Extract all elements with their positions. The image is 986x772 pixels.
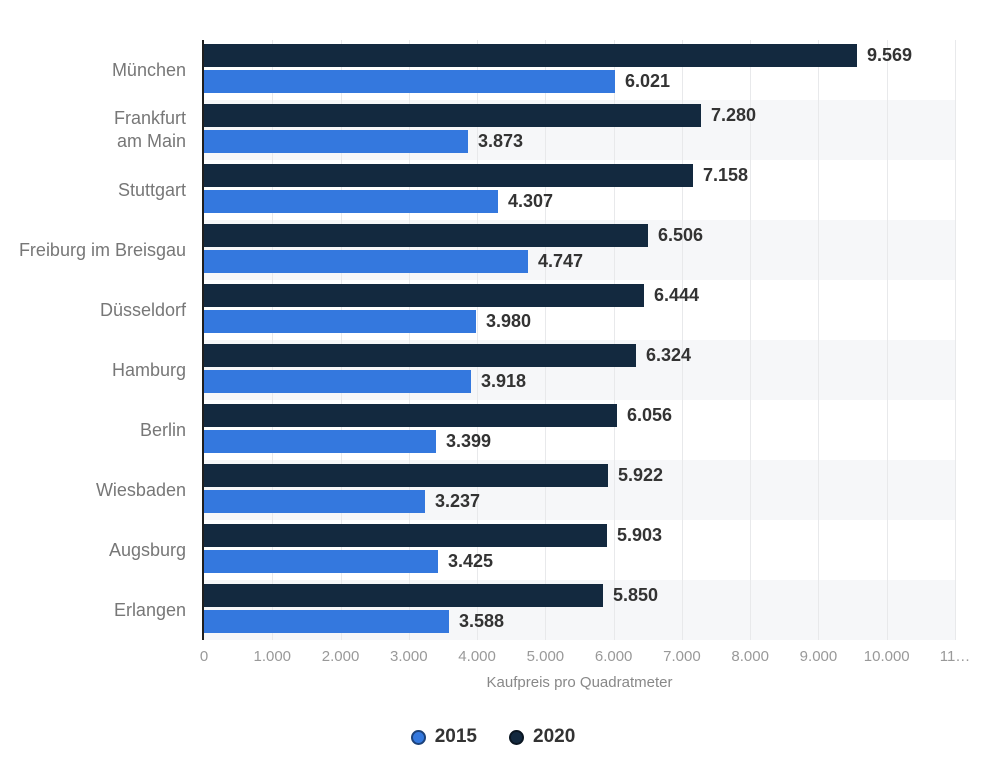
bar-2020[interactable] — [204, 104, 701, 127]
value-label: 6.444 — [654, 285, 700, 305]
value-label: 4.307 — [508, 191, 554, 211]
legend-item-2020[interactable]: 2020 — [509, 726, 575, 748]
value-label: 5.922 — [618, 465, 664, 485]
value-label: 6.506 — [658, 225, 704, 245]
value-label: 6.056 — [627, 405, 673, 425]
gridline — [272, 40, 273, 640]
y-axis-label: Freiburg im Breisgau — [18, 239, 186, 260]
legend-label-2020: 2020 — [533, 726, 576, 747]
y-axis-label: Frankfurt am Main — [113, 108, 186, 151]
bar-2020[interactable] — [204, 284, 644, 307]
legend-item-2015[interactable]: 2015 — [410, 726, 477, 748]
x-axis-title: Kaufpreis pro Quadratmeter — [486, 674, 673, 691]
bar-2015[interactable] — [204, 130, 468, 153]
y-axis-line — [202, 40, 204, 640]
gridline — [818, 40, 819, 640]
bar-2015[interactable] — [204, 370, 471, 393]
x-axis-tick: 10.000 — [863, 648, 910, 665]
x-axis-tick: 1.000 — [253, 648, 292, 665]
gridline — [545, 40, 546, 640]
bar-2020[interactable] — [204, 524, 607, 547]
bar-2015[interactable] — [204, 70, 615, 93]
x-axis-tick: 4.000 — [458, 648, 496, 665]
bar-2020[interactable] — [204, 164, 693, 187]
value-label: 7.280 — [711, 105, 757, 125]
value-label: 3.237 — [435, 491, 481, 511]
y-axis-label: Wiesbaden — [95, 479, 186, 500]
value-label: 7.158 — [703, 165, 749, 185]
bar-2020[interactable] — [204, 404, 617, 427]
x-axis-tick: 8.000 — [731, 648, 769, 665]
x-axis-tick: 11… — [939, 648, 971, 665]
gridline — [614, 40, 615, 640]
bar-2020[interactable] — [204, 224, 648, 247]
plot-area: 9.569 6.021 7.280 3.873 7.158 4.307 6.506 4.747… — [204, 40, 956, 640]
y-axis-label: Düsseldorf — [99, 299, 186, 320]
bar-2020[interactable] — [204, 344, 636, 367]
value-label: 9.569 — [867, 45, 913, 65]
y-axis-label: Augsburg — [108, 539, 186, 560]
bar-2020[interactable] — [204, 464, 608, 487]
y-axis-label: Hamburg — [111, 359, 186, 380]
gridline — [955, 40, 956, 640]
value-label: 5.850 — [613, 585, 659, 605]
y-axis-label: München — [111, 59, 186, 80]
x-axis-tick: 7.000 — [663, 648, 701, 665]
x-axis-tick: 6.000 — [594, 648, 633, 665]
value-label: 6.324 — [646, 345, 692, 365]
value-label: 3.425 — [448, 551, 494, 571]
gridline — [887, 40, 888, 640]
value-label: 3.918 — [481, 371, 527, 391]
gridline — [409, 40, 410, 640]
bar-2020[interactable] — [204, 584, 603, 607]
y-axis-labels: München Frankfurt am Main Stuttgart Freibur… — [0, 40, 186, 640]
x-axis-tick: 9.000 — [799, 648, 838, 665]
y-axis-label: Stuttgart — [117, 179, 186, 200]
value-label: 6.021 — [625, 71, 671, 91]
x-axis-tick: 0 — [199, 648, 209, 665]
gridline — [682, 40, 683, 640]
bar-2015[interactable] — [204, 490, 425, 513]
gridline — [477, 40, 478, 640]
value-label: 4.747 — [538, 251, 584, 271]
x-axis-tick: 5.000 — [526, 648, 565, 665]
bar-2015[interactable] — [204, 610, 449, 633]
legend-dot-2020-icon — [509, 729, 524, 745]
x-axis-tick: 2.000 — [321, 648, 360, 665]
value-label: 5.903 — [617, 525, 663, 545]
bar-2020[interactable] — [204, 44, 857, 67]
y-axis-label: Berlin — [139, 419, 186, 440]
legend: 2015 2020 — [0, 726, 986, 748]
value-label: 3.399 — [446, 431, 492, 451]
bar-2015[interactable] — [204, 310, 476, 333]
value-label: 3.588 — [459, 611, 505, 631]
gridline — [750, 40, 751, 640]
bar-2015[interactable] — [204, 190, 498, 213]
y-axis-label: Erlangen — [113, 599, 186, 620]
value-label: 3.980 — [486, 311, 532, 331]
gridline — [341, 40, 342, 640]
bar-2015[interactable] — [204, 250, 528, 273]
legend-label-2015: 2015 — [434, 726, 477, 747]
bar-2015[interactable] — [204, 430, 436, 453]
bar-2015[interactable] — [204, 550, 438, 573]
legend-dot-2015-icon — [410, 729, 426, 745]
x-axis-tick: 3.000 — [390, 648, 428, 665]
value-label: 3.873 — [478, 131, 524, 151]
